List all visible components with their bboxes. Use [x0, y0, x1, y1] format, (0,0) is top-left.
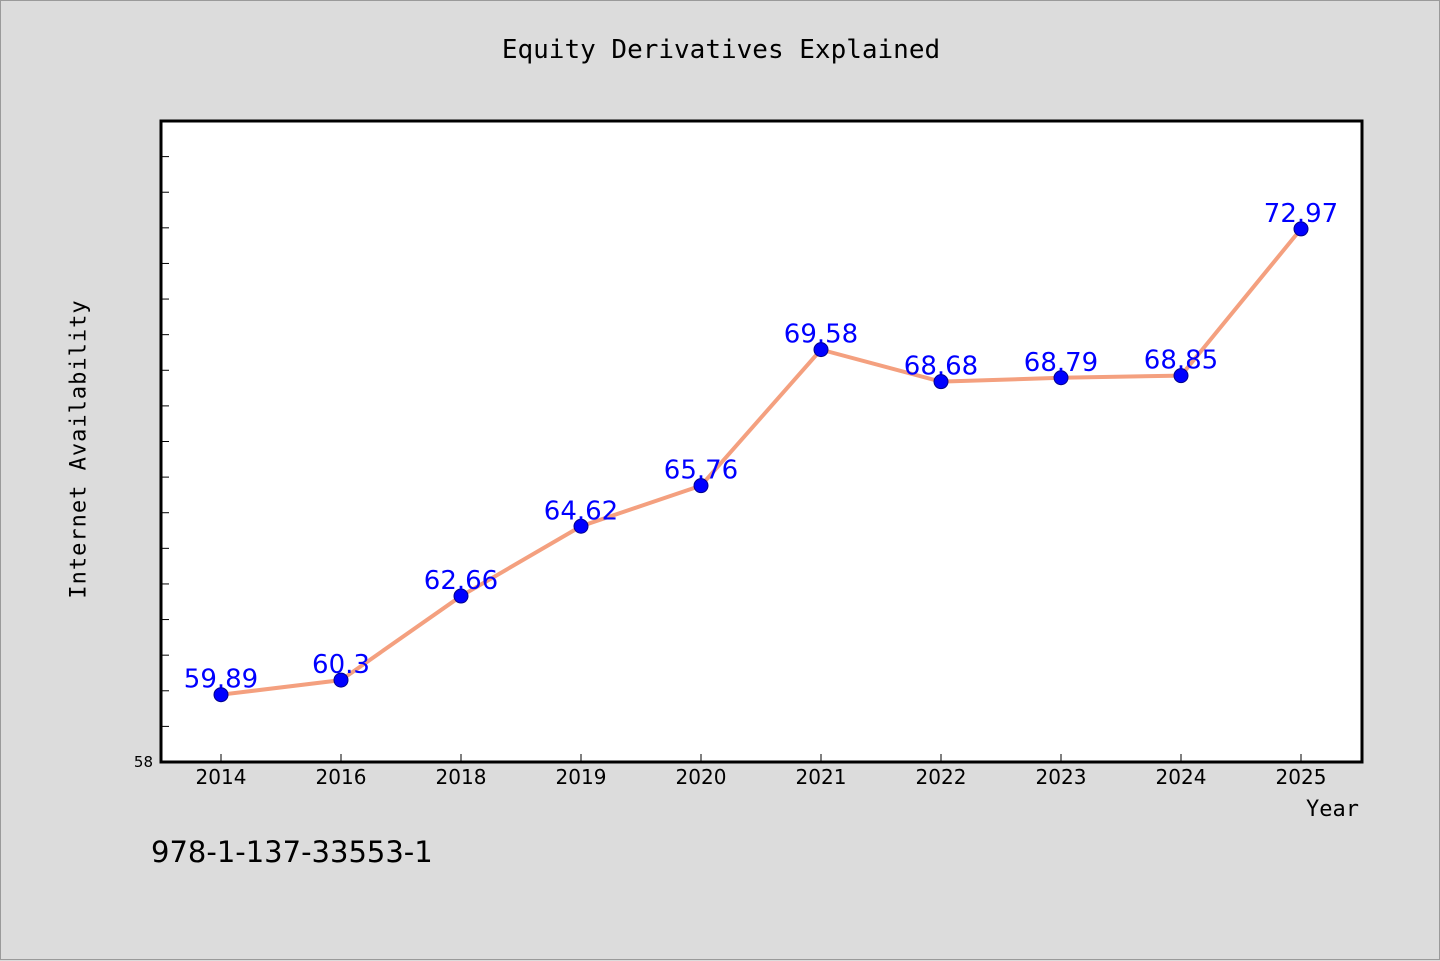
data-label: 72.97	[1264, 199, 1338, 229]
plot-area	[159, 119, 1364, 764]
data-point	[1173, 368, 1189, 384]
data-label: 69.58	[784, 320, 858, 350]
data-label: 62.66	[424, 566, 498, 596]
data-point	[573, 518, 589, 534]
x-tick-label: 2022	[916, 765, 967, 789]
data-label: 68.85	[1144, 346, 1218, 376]
data-point	[933, 374, 949, 390]
x-tick-label: 2023	[1036, 765, 1087, 789]
data-point	[333, 672, 349, 688]
data-point	[813, 342, 829, 358]
data-point	[213, 687, 229, 703]
x-tick-label: 2019	[556, 765, 607, 789]
isbn-text: 978-1-137-33553-1	[151, 835, 433, 869]
x-tick-label: 2018	[436, 765, 487, 789]
data-label: 59.89	[184, 665, 258, 695]
x-tick-label: 2016	[316, 765, 367, 789]
y-tick-label: 58	[134, 753, 153, 771]
data-label: 64.62	[544, 496, 618, 526]
data-label: 65.76	[664, 456, 738, 486]
data-label: 60.3	[312, 650, 370, 680]
series-line	[220, 227, 1303, 697]
x-tick-label: 2021	[796, 765, 847, 789]
x-tick-label: 2025	[1276, 765, 1327, 789]
chart-title: Equity Derivatives Explained	[501, 35, 941, 65]
data-point	[1293, 221, 1309, 237]
data-point	[1053, 370, 1069, 386]
x-tick-label: 2020	[676, 765, 727, 789]
data-label: 68.68	[904, 352, 978, 382]
x-axis-label: Year	[1306, 797, 1359, 822]
x-tick-label: 2024	[1156, 765, 1207, 789]
data-point	[453, 588, 469, 604]
data-label: 68.79	[1024, 348, 1098, 378]
x-tick-label: 2014	[196, 765, 247, 789]
data-point	[693, 478, 709, 494]
